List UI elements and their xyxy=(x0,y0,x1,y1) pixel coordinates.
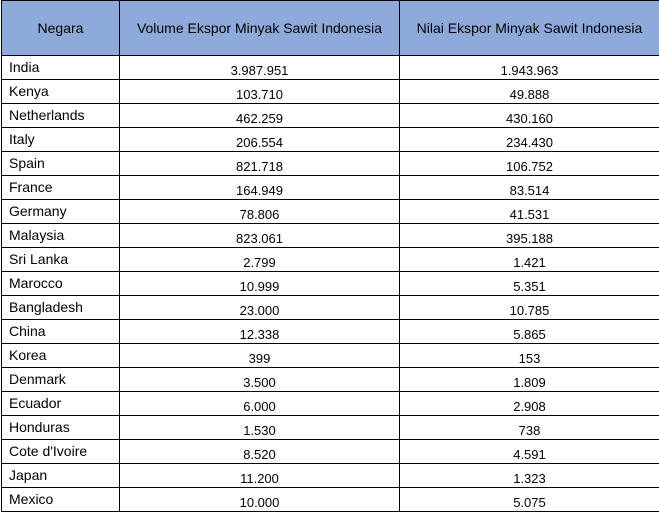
country-cell: Korea xyxy=(1,343,120,368)
volume-cell: 206.554 xyxy=(119,127,400,152)
country-cell: Ecuador xyxy=(1,391,120,416)
country-cell: China xyxy=(1,319,120,344)
volume-cell: 78.806 xyxy=(119,199,400,224)
table-row: Sri Lanka 2.799 1.421 xyxy=(1,247,659,272)
table-row: Cote d'Ivoire 8.520 4.591 xyxy=(1,439,659,464)
table-row: Honduras 1.530 738 xyxy=(1,415,659,440)
value-cell: 153 xyxy=(399,343,659,368)
header-volume: Volume Ekspor Minyak Sawit Indonesia xyxy=(119,0,400,56)
volume-cell: 1.530 xyxy=(119,415,400,440)
table-row: Mexico 10.000 5.075 xyxy=(1,487,659,512)
header-country: Negara xyxy=(1,0,120,56)
country-cell: Italy xyxy=(1,127,120,152)
volume-cell: 462.259 xyxy=(119,103,400,128)
table-row: Marocco 10.999 5.351 xyxy=(1,271,659,296)
value-cell: 1.943.963 xyxy=(399,55,659,80)
table-row: Malaysia 823.061 395.188 xyxy=(1,223,659,248)
volume-cell: 3.500 xyxy=(119,367,400,392)
country-cell: Marocco xyxy=(1,271,120,296)
country-cell: India xyxy=(1,55,120,80)
volume-cell: 2.799 xyxy=(119,247,400,272)
value-cell: 4.591 xyxy=(399,439,659,464)
country-cell: Sri Lanka xyxy=(1,247,120,272)
table-row: Japan 11.200 1.323 xyxy=(1,463,659,488)
volume-cell: 23.000 xyxy=(119,295,400,320)
value-cell: 1.421 xyxy=(399,247,659,272)
country-cell: Germany xyxy=(1,199,120,224)
header-value: Nilai Ekspor Minyak Sawit Indonesia xyxy=(399,0,659,56)
value-cell: 41.531 xyxy=(399,199,659,224)
table-row: Bangladesh 23.000 10.785 xyxy=(1,295,659,320)
value-cell: 1.809 xyxy=(399,367,659,392)
volume-cell: 103.710 xyxy=(119,79,400,104)
value-cell: 49.888 xyxy=(399,79,659,104)
value-cell: 2.908 xyxy=(399,391,659,416)
country-cell: Netherlands xyxy=(1,103,120,128)
table-row: China 12.338 5.865 xyxy=(1,319,659,344)
volume-cell: 3.987.951 xyxy=(119,55,400,80)
country-cell: Kenya xyxy=(1,79,120,104)
volume-cell: 821.718 xyxy=(119,151,400,176)
table-row: Spain 821.718 106.752 xyxy=(1,151,659,176)
volume-cell: 10.000 xyxy=(119,487,400,512)
table-row: Italy 206.554 234.430 xyxy=(1,127,659,152)
table-row: India 3.987.951 1.943.963 xyxy=(1,55,659,80)
country-cell: Japan xyxy=(1,463,120,488)
volume-cell: 8.520 xyxy=(119,439,400,464)
value-cell: 5.075 xyxy=(399,487,659,512)
value-cell: 106.752 xyxy=(399,151,659,176)
volume-cell: 399 xyxy=(119,343,400,368)
country-cell: Bangladesh xyxy=(1,295,120,320)
value-cell: 5.351 xyxy=(399,271,659,296)
table-header: Negara Volume Ekspor Minyak Sawit Indone… xyxy=(1,0,659,56)
table-row: France 164.949 83.514 xyxy=(1,175,659,200)
country-cell: Mexico xyxy=(1,487,120,512)
country-cell: Denmark xyxy=(1,367,120,392)
table-row: Netherlands 462.259 430.160 xyxy=(1,103,659,128)
country-cell: Malaysia xyxy=(1,223,120,248)
table-row: Korea 399 153 xyxy=(1,343,659,368)
volume-cell: 11.200 xyxy=(119,463,400,488)
value-cell: 395.188 xyxy=(399,223,659,248)
country-cell: France xyxy=(1,175,120,200)
value-cell: 83.514 xyxy=(399,175,659,200)
volume-cell: 164.949 xyxy=(119,175,400,200)
value-cell: 234.430 xyxy=(399,127,659,152)
volume-cell: 823.061 xyxy=(119,223,400,248)
header-row: Negara Volume Ekspor Minyak Sawit Indone… xyxy=(1,0,659,56)
table-row: Germany 78.806 41.531 xyxy=(1,199,659,224)
table-row: Kenya 103.710 49.888 xyxy=(1,79,659,104)
volume-cell: 12.338 xyxy=(119,319,400,344)
table-row: Ecuador 6.000 2.908 xyxy=(1,391,659,416)
volume-cell: 10.999 xyxy=(119,271,400,296)
country-cell: Cote d'Ivoire xyxy=(1,439,120,464)
country-cell: Spain xyxy=(1,151,120,176)
value-cell: 430.160 xyxy=(399,103,659,128)
value-cell: 10.785 xyxy=(399,295,659,320)
table-row: Denmark 3.500 1.809 xyxy=(1,367,659,392)
table-body: India 3.987.951 1.943.963 Kenya 103.710 49.88… xyxy=(1,55,659,512)
value-cell: 1.323 xyxy=(399,463,659,488)
value-cell: 5.865 xyxy=(399,319,659,344)
value-cell: 738 xyxy=(399,415,659,440)
volume-cell: 6.000 xyxy=(119,391,400,416)
country-cell: Honduras xyxy=(1,415,120,440)
